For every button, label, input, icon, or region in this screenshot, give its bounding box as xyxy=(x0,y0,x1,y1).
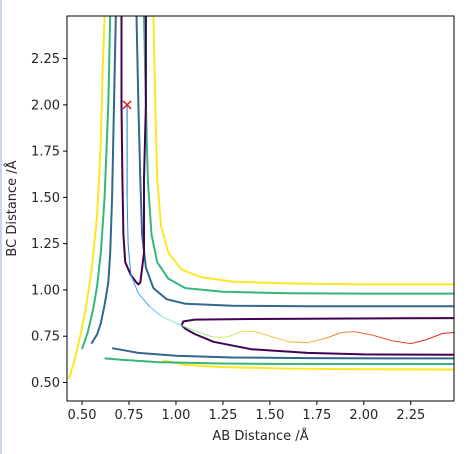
y-axis-label: BC Distance /Å xyxy=(4,160,20,256)
trajectory-segment xyxy=(391,340,411,345)
x-tick-label: 1.25 xyxy=(208,408,237,423)
trajectory-segment xyxy=(410,339,426,345)
plot-frame xyxy=(66,15,455,402)
trajectory-segment xyxy=(130,274,139,294)
trajectory-segment xyxy=(269,335,289,343)
trajectory-segment xyxy=(288,341,308,344)
trajectory-segment xyxy=(373,334,393,342)
trajectory-segment xyxy=(198,332,214,338)
y-tick-label: 2.00 xyxy=(31,98,60,113)
contour-line-0-points2 xyxy=(152,16,454,286)
contour-line-2-points xyxy=(90,16,117,345)
y-tick-label: 1.25 xyxy=(31,237,60,252)
contour-line-2-points2 xyxy=(135,16,454,308)
trajectory-segment xyxy=(326,332,342,339)
trajectory-segment xyxy=(425,332,443,341)
trajectory-segment xyxy=(126,197,129,244)
trajectory-segment xyxy=(138,293,151,307)
x-tick-label: 0.75 xyxy=(115,408,144,423)
x-tick-label: 1.00 xyxy=(161,408,190,423)
contour-line-3-points2 xyxy=(180,317,454,356)
trajectory-segment xyxy=(226,331,242,338)
x-tick-label: 1.75 xyxy=(302,408,331,423)
y-tick-label: 1.50 xyxy=(31,191,60,206)
y-tick-label: 1.00 xyxy=(31,283,60,298)
contour-line-0-points3 xyxy=(162,359,454,371)
trajectory-segment xyxy=(172,320,186,328)
trajectory-segment xyxy=(442,332,454,334)
contour-line-0-points xyxy=(67,16,106,380)
window-edge xyxy=(0,0,2,454)
trajectory-segment xyxy=(254,331,271,337)
trajectory-segment xyxy=(127,243,132,276)
y-tick-label: 1.75 xyxy=(31,145,60,160)
trajectory-segment xyxy=(149,306,162,317)
x-tick-label: 1.50 xyxy=(255,408,284,423)
trajectory-segment xyxy=(307,337,327,344)
contour-line-3-points xyxy=(120,16,147,286)
start-marker xyxy=(122,100,132,110)
trajectory-segment xyxy=(185,326,199,333)
x-tick-label: 2.00 xyxy=(349,408,378,423)
contour-line-1-points2 xyxy=(143,16,454,295)
y-tick-label: 2.25 xyxy=(31,52,60,67)
trajectory-segment xyxy=(354,331,374,336)
trajectory-segment xyxy=(341,331,355,333)
x-tick-label: 2.25 xyxy=(396,408,425,423)
x-tick-label: 0.50 xyxy=(68,408,97,423)
contour-line-1-points xyxy=(81,16,112,350)
contour-line-1-points3 xyxy=(104,357,454,365)
y-tick-label: 0.75 xyxy=(31,330,60,345)
contour-line-2-points3 xyxy=(111,347,454,360)
y-tick-label: 0.50 xyxy=(31,376,60,391)
trajectory-segment xyxy=(160,315,173,322)
x-axis-label: AB Distance /Å xyxy=(212,428,308,444)
